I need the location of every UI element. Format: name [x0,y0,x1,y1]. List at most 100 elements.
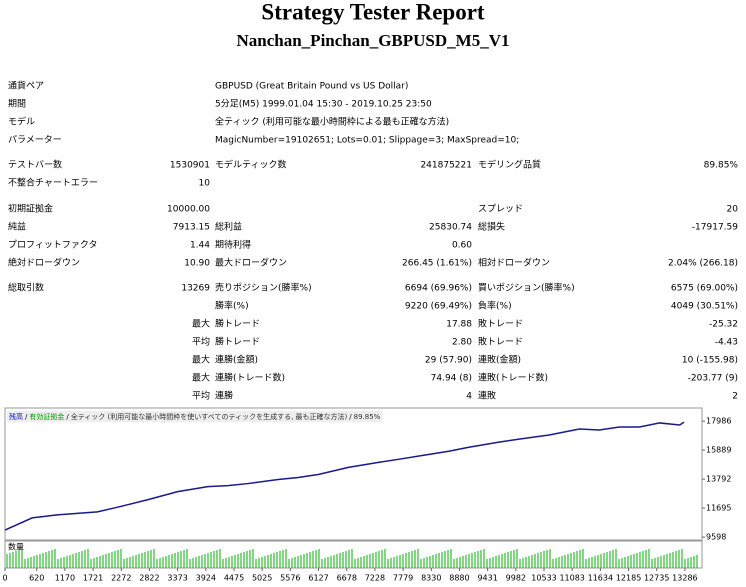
x-tick-label: 11634 [588,574,613,583]
stat-value: 25830.74 [429,223,472,233]
stat-value: 最大 [192,318,210,330]
legend-box [7,411,383,422]
stat-value: 20 [727,205,739,215]
y-tick-label: 11695 [706,504,731,513]
stat-label: 最大ドローダウン [215,257,287,269]
volume-bars [6,549,698,568]
x-tick-label: 9982 [506,574,526,583]
stat-label: モデルティック数 [215,159,286,171]
stat-value: 17.88 [446,320,472,330]
legend-separator: / [349,413,352,421]
stat-value: 10 (-155.98) [682,356,738,366]
stat-value: 最大 [192,372,210,384]
stat-label: 不整合チャートエラー [8,177,98,189]
y-tick-label: 9598 [706,533,726,542]
x-tick-label: 2822 [139,574,159,583]
stat-value: 6694 (69.96%) [405,284,472,294]
legend-item: 残高 [9,412,23,421]
stat-label: 敗トレード [478,318,523,330]
x-tick-label: 2272 [111,574,131,583]
stat-value: 241875221 [420,161,472,171]
stat-label: スプレッド [478,204,523,215]
x-tick-label: 11083 [559,574,584,583]
stat-value: 10 [199,179,211,189]
legend-separator: / [25,413,28,421]
stat-label: 負率(%) [478,300,512,312]
info-label: 期間 [8,99,26,110]
info-value: 全ティック (利用可能な最小時間枠による最も正確な方法) [215,116,449,128]
stat-label: 純益 [8,221,26,233]
legend-item: 有効証拠金 [29,412,64,421]
stat-value: -17917.59 [692,223,738,233]
info-label: パラメーター [8,135,62,146]
stat-label: 売りポジション(勝率%) [215,282,312,294]
x-tick-label: 7228 [365,574,385,583]
stat-value: 13269 [181,284,210,294]
stat-label: 総損失 [478,221,505,233]
y-tick-label: 13792 [706,475,731,484]
x-tick-label: 620 [29,574,44,583]
y-tick-label: 15889 [706,446,731,455]
stat-value: 1.44 [190,241,210,251]
x-tick-label: 8330 [421,574,441,583]
stat-label: 絶対ドローダウン [8,257,80,269]
stat-value: 89.85% [704,161,739,171]
stat-value: 2 [732,392,738,402]
x-tick-label: 10533 [531,574,556,583]
stat-value: 7913.15 [173,223,210,233]
stat-label: 相対ドローダウン [478,257,550,269]
x-tick-label: 7779 [393,574,413,583]
balance-line [4,421,685,531]
stat-value: 6575 (69.00%) [671,284,738,294]
stat-label: 連勝(金額) [215,354,258,366]
stat-label: 連勝 [215,390,233,402]
stat-value: 9220 (69.49%) [405,302,472,312]
stat-label: 勝トレード [215,318,260,330]
volume-frame [4,540,703,569]
x-tick-label: 5025 [252,574,272,583]
stat-value: 平均 [192,336,210,348]
plot-frame [4,407,703,541]
stat-value: 4049 (30.51%) [671,302,738,312]
x-tick-label: 12185 [616,574,641,583]
stat-value: -25.32 [709,320,738,330]
title: Strategy Tester Report [261,0,484,24]
stat-label: モデリング品質 [478,159,541,171]
x-tick-label: 6678 [337,574,357,583]
info-value: 5分足(M5) 1999.01.04 15:30 - 2019.10.25 23… [215,99,432,110]
stat-label: 期待利得 [215,239,251,251]
x-tick-label: 3924 [196,574,216,583]
x-tick-label: 9431 [477,574,497,583]
info-label: モデル [8,116,35,128]
stat-value: 266.45 (1.61%) [402,259,472,269]
x-tick-label: 6127 [308,574,328,583]
x-tick-label: 3373 [167,574,187,583]
stat-value: 1530901 [170,161,210,171]
stat-label: 買いポジション(勝率%) [478,282,575,294]
stat-value: 2.80 [452,338,472,348]
stat-value: -4.43 [715,338,738,348]
stat-label: 連敗(トレード数) [478,372,548,384]
subtitle: Nanchan_Pinchan_GBPUSD_M5_V1 [237,31,510,50]
stat-value: 74.94 (8) [431,374,472,384]
volume-label: 数量 [8,542,24,552]
stat-label: 連敗 [478,390,496,402]
x-tick-label: 8880 [449,574,469,583]
stat-value: 最大 [192,354,210,366]
stat-label: 連敗(金額) [478,354,521,366]
x-tick-label: 13286 [672,574,697,583]
stat-label: 勝率(%) [215,300,249,312]
stat-label: 初期証拠金 [8,203,53,215]
stat-value: 29 (57.90) [425,356,472,366]
legend-item: 全ティック (利用可能な最小時間枠を使いすべてのティックを生成する, 最も正確な… [71,412,348,421]
stat-value: 2.04% (266.18) [668,259,738,269]
stat-value: 4 [466,392,472,402]
legend-separator: / [66,413,69,421]
y-tick-label: 17986 [706,417,731,426]
stat-value: -203.77 (9) [688,374,738,384]
stat-value: 0.60 [452,241,472,251]
info-value: MagicNumber=19102651; Lots=0.01; Slippag… [215,136,519,146]
stat-value: 10.90 [184,259,210,269]
info-value: GBPUSD (Great Britain Pound vs US Dollar… [215,82,408,92]
